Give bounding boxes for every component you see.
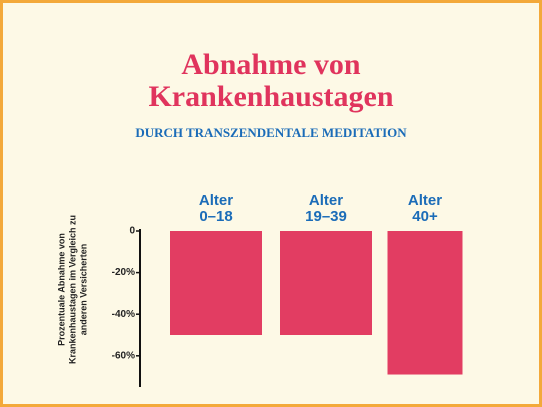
y-tick-label: -20%: [112, 267, 135, 278]
y-tick-label: -40%: [112, 309, 135, 320]
y-tick-label: 0: [129, 226, 135, 237]
chart-title: Abnahme von Krankenhaustagen: [148, 48, 394, 113]
chart-subtitle: DURCH TRANSZENDENTALE MEDITATION: [135, 125, 407, 140]
bar: [170, 231, 262, 335]
chart: 0 -20% -40% -60%: [112, 226, 463, 387]
bar: [280, 231, 372, 335]
category-label: Alter 40+: [407, 192, 443, 225]
category-label: Alter 19–39: [305, 192, 347, 225]
bar: [387, 231, 463, 375]
category-label: Alter 0–18: [198, 192, 234, 225]
y-tick-label: -60%: [112, 350, 135, 361]
